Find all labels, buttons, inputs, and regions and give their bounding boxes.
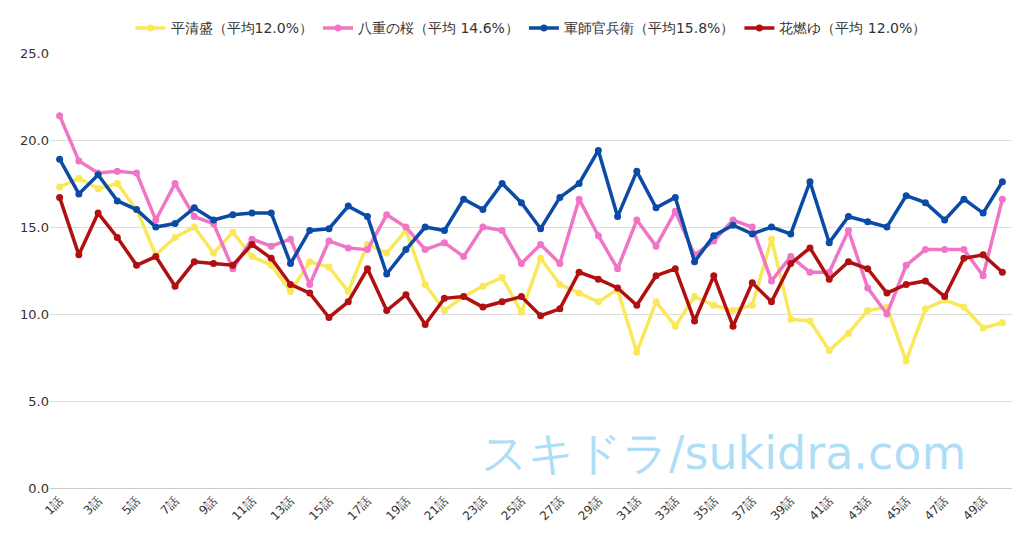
svg-text:0.0: 0.0	[28, 481, 49, 496]
svg-text:43話: 43話	[845, 494, 874, 523]
svg-text:45話: 45話	[883, 494, 912, 523]
svg-text:5.0: 5.0	[28, 394, 49, 409]
svg-text:49話: 49話	[960, 494, 989, 523]
svg-text:13話: 13話	[268, 494, 297, 523]
svg-text:23話: 23話	[460, 494, 489, 523]
svg-text:21話: 21話	[422, 494, 451, 523]
svg-text:平清盛（平均12.0%）: 平清盛（平均12.0%）	[171, 20, 313, 36]
svg-text:軍師官兵衛（平均15.8%）: 軍師官兵衛（平均15.8%）	[564, 20, 734, 36]
svg-text:17話: 17話	[345, 494, 374, 523]
svg-text:5話: 5話	[119, 494, 143, 518]
svg-text:15.0: 15.0	[20, 220, 49, 235]
svg-text:27話: 27話	[537, 494, 566, 523]
svg-text:八重の桜（平均 14.6%）: 八重の桜（平均 14.6%）	[358, 20, 519, 36]
svg-text:11話: 11話	[229, 494, 258, 523]
svg-text:9話: 9話	[196, 494, 220, 518]
svg-text:31話: 31話	[614, 494, 643, 523]
svg-text:3話: 3話	[81, 494, 105, 518]
svg-text:10.0: 10.0	[20, 307, 49, 322]
svg-text:39話: 39話	[768, 494, 797, 523]
svg-text:25.0: 25.0	[20, 46, 49, 61]
svg-text:37話: 37話	[729, 494, 758, 523]
svg-text:15話: 15話	[306, 494, 335, 523]
svg-text:7話: 7話	[158, 494, 182, 518]
svg-text:19話: 19話	[383, 494, 412, 523]
svg-text:25話: 25話	[499, 494, 528, 523]
svg-text:35話: 35話	[691, 494, 720, 523]
svg-text:33話: 33話	[652, 494, 681, 523]
svg-text:20.0: 20.0	[20, 133, 49, 148]
svg-text:スキドラ/sukidra.com: スキドラ/sukidra.com	[481, 426, 966, 480]
svg-text:29話: 29話	[576, 494, 605, 523]
svg-text:1話: 1話	[42, 494, 66, 518]
svg-text:41話: 41話	[806, 494, 835, 523]
svg-text:47話: 47話	[922, 494, 951, 523]
svg-text:花燃ゆ（平均 12.0%）: 花燃ゆ（平均 12.0%）	[779, 20, 926, 36]
